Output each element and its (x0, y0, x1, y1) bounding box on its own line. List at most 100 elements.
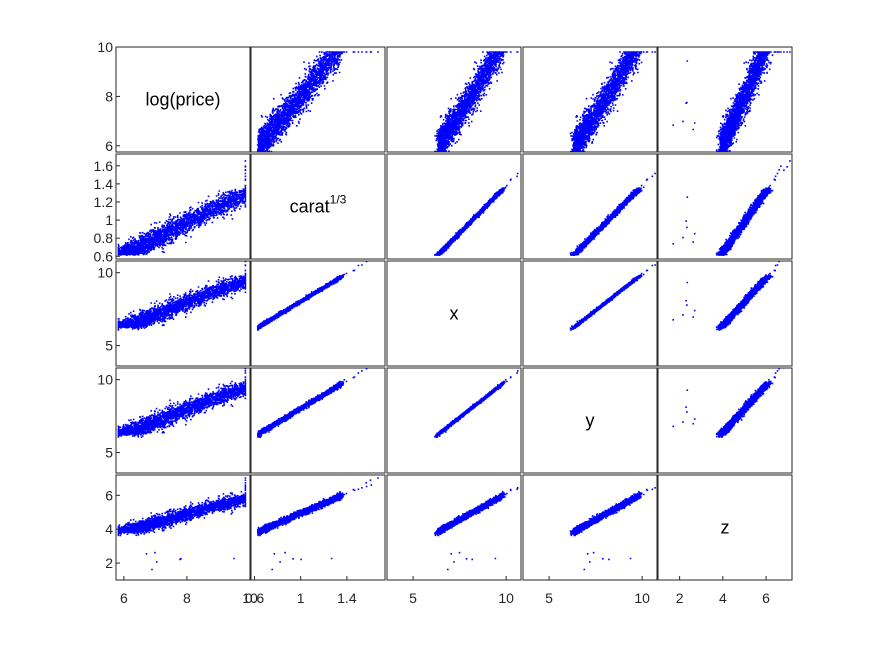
panel-z-vs-z: z (657, 474, 793, 581)
x-tick-label: 10 (498, 590, 514, 606)
point-cloud (256, 368, 368, 438)
point-cloud (569, 172, 656, 256)
panel-frame (522, 367, 658, 474)
y-tick-label: 2 (105, 555, 113, 571)
scatter-points (672, 261, 785, 331)
scatter-points (434, 51, 519, 152)
y-tick-label: 0.6 (94, 248, 114, 264)
x-tick-label: 2 (676, 590, 684, 606)
panel-x-vs-c (250, 260, 386, 367)
panel-frame (250, 367, 386, 474)
point-cloud (569, 487, 656, 571)
panel-y-vs-c (250, 367, 386, 474)
scatter-points (434, 487, 519, 571)
scatter-points (434, 370, 519, 438)
scatter-points (672, 160, 791, 256)
y-tick-label: 4 (105, 521, 113, 537)
x-tick-label: 1 (297, 590, 305, 606)
scatter-points (569, 264, 656, 331)
panel-frame (522, 153, 658, 260)
panel-lp-vs-x (386, 46, 522, 153)
y-tick-label: 6 (105, 487, 113, 503)
variable-label: log(price) (145, 90, 220, 110)
x-tick-label: 10 (634, 590, 650, 606)
panel-frame (115, 46, 251, 153)
y-tick-label: 10 (97, 39, 113, 55)
panel-lp-vs-lp: log(price) (115, 46, 251, 153)
x-tick-label: 10 (242, 590, 258, 606)
panel-x-vs-x: x (386, 260, 522, 367)
x-tick-label: 6 (120, 590, 128, 606)
panel-frame (522, 474, 658, 581)
scatter-points (569, 487, 656, 571)
panel-y-vs-lp (115, 367, 251, 474)
y-tick-label: 1 (105, 212, 113, 228)
panel-z-vs-c (250, 474, 386, 581)
panel-frame (386, 474, 522, 581)
x-tick-label: 0.6 (245, 590, 265, 606)
panel-y-vs-z (657, 367, 793, 474)
point-cloud (117, 477, 247, 571)
panel-frame (115, 260, 251, 367)
scatter-points (256, 477, 379, 571)
panel-z-vs-lp (115, 474, 251, 581)
variable-label: x (450, 304, 459, 324)
y-tick-label: 0.8 (94, 230, 114, 246)
panel-frame (657, 153, 793, 260)
panel-x-vs-y (522, 260, 658, 367)
x-tick-label: 1.4 (337, 590, 357, 606)
scatter-points (117, 261, 247, 331)
panel-c-vs-y (522, 153, 658, 260)
panel-c-vs-c: carat1/3 (250, 153, 386, 260)
point-cloud (672, 261, 785, 331)
panel-frame (250, 153, 386, 260)
point-cloud (256, 51, 379, 152)
point-cloud (672, 51, 791, 152)
panel-frame (386, 260, 522, 367)
y-tick-label: 8 (105, 88, 113, 104)
y-tick-label: 1.4 (94, 176, 114, 192)
point-cloud (117, 160, 247, 256)
scatter-points (117, 368, 247, 438)
y-tick-label: 6 (105, 138, 113, 154)
y-tick-label: 10 (97, 265, 113, 281)
scatter-points (569, 51, 656, 152)
scatter-points (256, 51, 379, 152)
panel-frame (657, 474, 793, 581)
panel-z-vs-x (386, 474, 522, 581)
scatter-points (672, 51, 791, 152)
x-tick-label: 8 (183, 590, 191, 606)
panel-lp-vs-c (250, 46, 386, 153)
scatter-points (434, 172, 519, 256)
scatter-points (569, 172, 656, 256)
point-cloud (569, 264, 656, 331)
panel-lp-vs-y (522, 46, 658, 153)
point-cloud (672, 368, 785, 438)
panel-z-vs-y (522, 474, 658, 581)
panel-x-vs-z (657, 260, 793, 367)
panel-c-vs-x (386, 153, 522, 260)
panel-c-vs-z (657, 153, 793, 260)
x-tick-label: 5 (409, 590, 417, 606)
point-cloud (672, 160, 791, 256)
x-tick-label: 6 (762, 590, 770, 606)
panel-y-vs-y: y (522, 367, 658, 474)
point-cloud (434, 172, 519, 256)
panel-x-vs-lp (115, 260, 251, 367)
y-tick-label: 10 (97, 372, 113, 388)
panels: log(price)carat1/3xyz68100.60.811.21.41.… (94, 39, 793, 606)
y-tick-label: 1.2 (94, 194, 114, 210)
variable-label: carat1/3 (290, 193, 347, 217)
x-tick-label: 5 (545, 590, 553, 606)
y-tick-label: 1.6 (94, 158, 114, 174)
x-tick-label: 4 (719, 590, 727, 606)
point-cloud (434, 370, 519, 438)
point-cloud (434, 51, 519, 152)
point-cloud (256, 261, 368, 331)
scatter-points (117, 160, 247, 256)
panel-c-vs-lp (115, 153, 251, 260)
point-cloud (117, 368, 247, 438)
y-tick-label: 5 (105, 445, 113, 461)
point-cloud (117, 261, 247, 331)
